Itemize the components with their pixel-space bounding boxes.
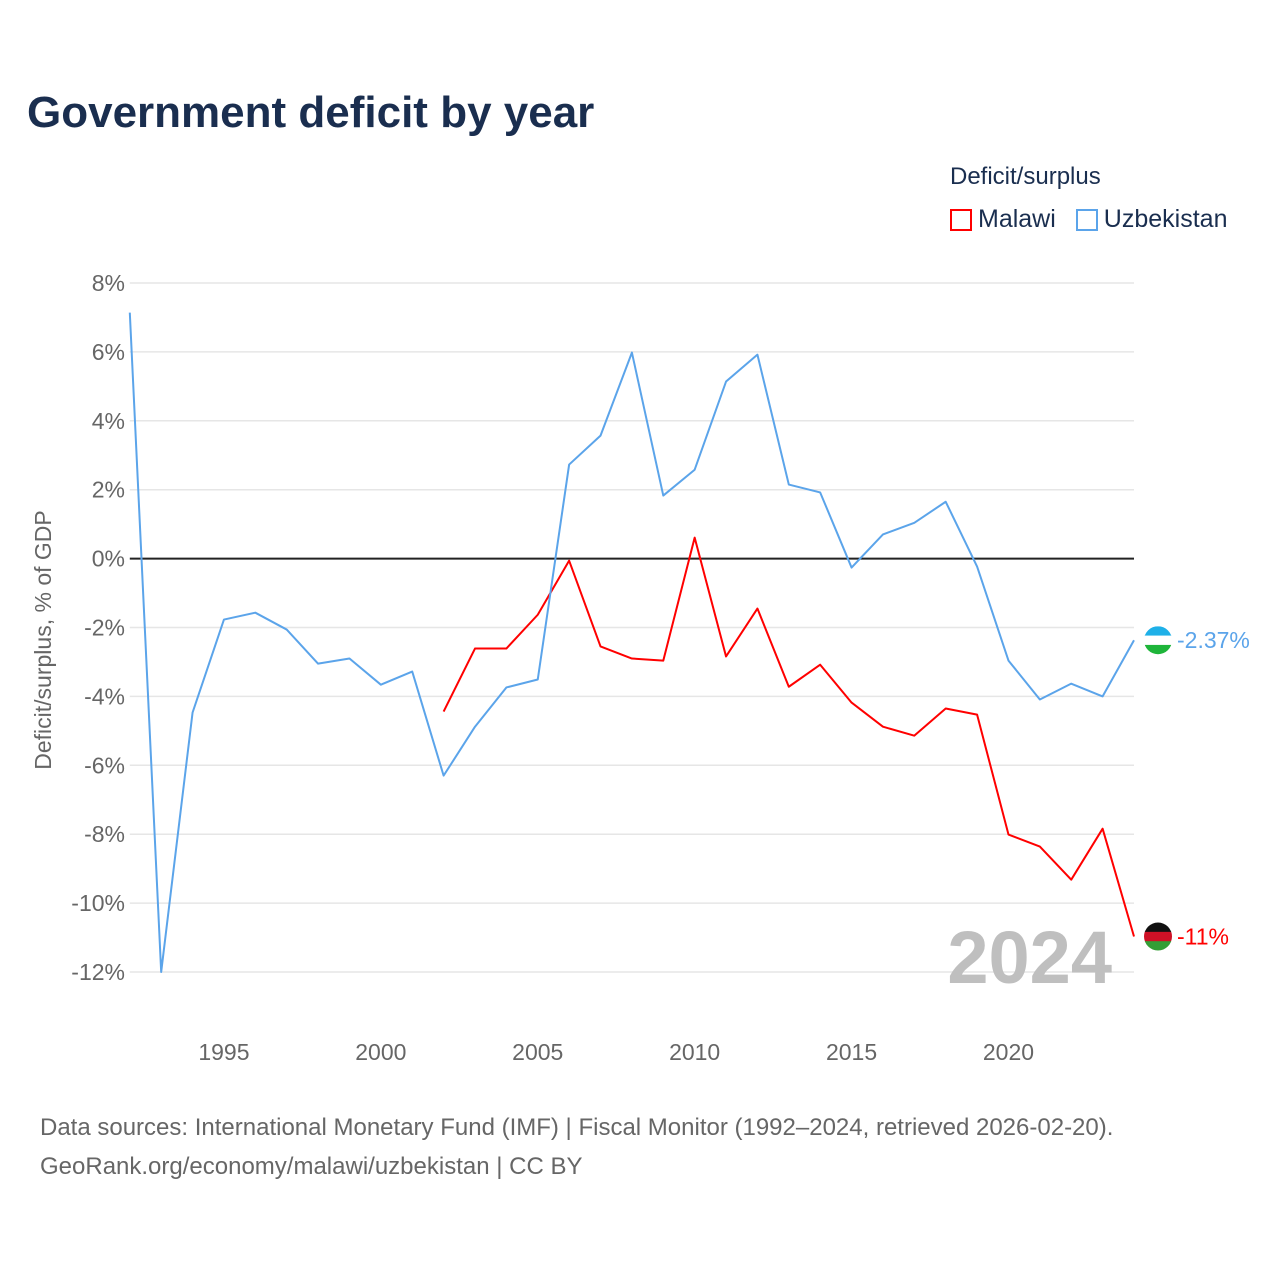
x-tick-label: 1995 xyxy=(198,1039,249,1065)
year-watermark: 2024 xyxy=(947,916,1112,999)
flag-icon-uzbekistan xyxy=(1144,626,1172,655)
y-tick-label: 2% xyxy=(92,477,125,503)
y-tick-label: -12% xyxy=(71,959,125,985)
series-line-uzbekistan[interactable] xyxy=(128,312,1135,973)
x-tick-label: 2020 xyxy=(983,1039,1034,1065)
y-tick-label: -8% xyxy=(84,821,125,847)
legend-title: Deficit/surplus xyxy=(950,163,1101,190)
y-tick-label: 0% xyxy=(92,546,125,572)
source-line: Data sources: International Monetary Fun… xyxy=(40,1114,1114,1141)
legend-swatch-uzbekistan xyxy=(1075,208,1098,231)
end-label-malawi: -11% xyxy=(1177,924,1229,950)
y-tick-label: 8% xyxy=(92,270,125,296)
end-label-uzbekistan: -2.37% xyxy=(1177,627,1250,653)
y-axis-label: Deficit/surplus, % of GDP xyxy=(30,510,56,769)
series-line-malawi[interactable] xyxy=(442,536,1135,937)
chart-title: Government deficit by year xyxy=(27,88,595,137)
y-tick-label: -4% xyxy=(84,683,125,709)
x-tick-label: 2015 xyxy=(826,1039,877,1065)
y-tick-label: -10% xyxy=(71,890,125,916)
flag-icon-malawi xyxy=(1144,922,1172,951)
x-tick-label: 2005 xyxy=(512,1039,563,1065)
source-link[interactable]: GeoRank.org/economy/malawi/uzbekistan | … xyxy=(40,1153,583,1180)
source-note: Data sources: International Monetary Fun… xyxy=(40,1108,1113,1186)
y-tick-label: 6% xyxy=(92,339,125,365)
x-tick-label: 2010 xyxy=(669,1039,720,1065)
legend-item-uzbekistan[interactable]: Uzbekistan xyxy=(1075,205,1228,234)
legend-label: Malawi xyxy=(978,205,1056,233)
x-tick-label: 2000 xyxy=(355,1039,406,1065)
y-tick-label: 4% xyxy=(92,408,125,434)
legend-label: Uzbekistan xyxy=(1103,205,1228,233)
legend: Malawi Uzbekistan xyxy=(950,205,1227,234)
legend-item-malawi[interactable]: Malawi xyxy=(950,205,1056,234)
y-tick-label: -2% xyxy=(84,615,125,641)
y-tick-label: -6% xyxy=(84,752,125,778)
legend-swatch-malawi xyxy=(950,208,972,231)
